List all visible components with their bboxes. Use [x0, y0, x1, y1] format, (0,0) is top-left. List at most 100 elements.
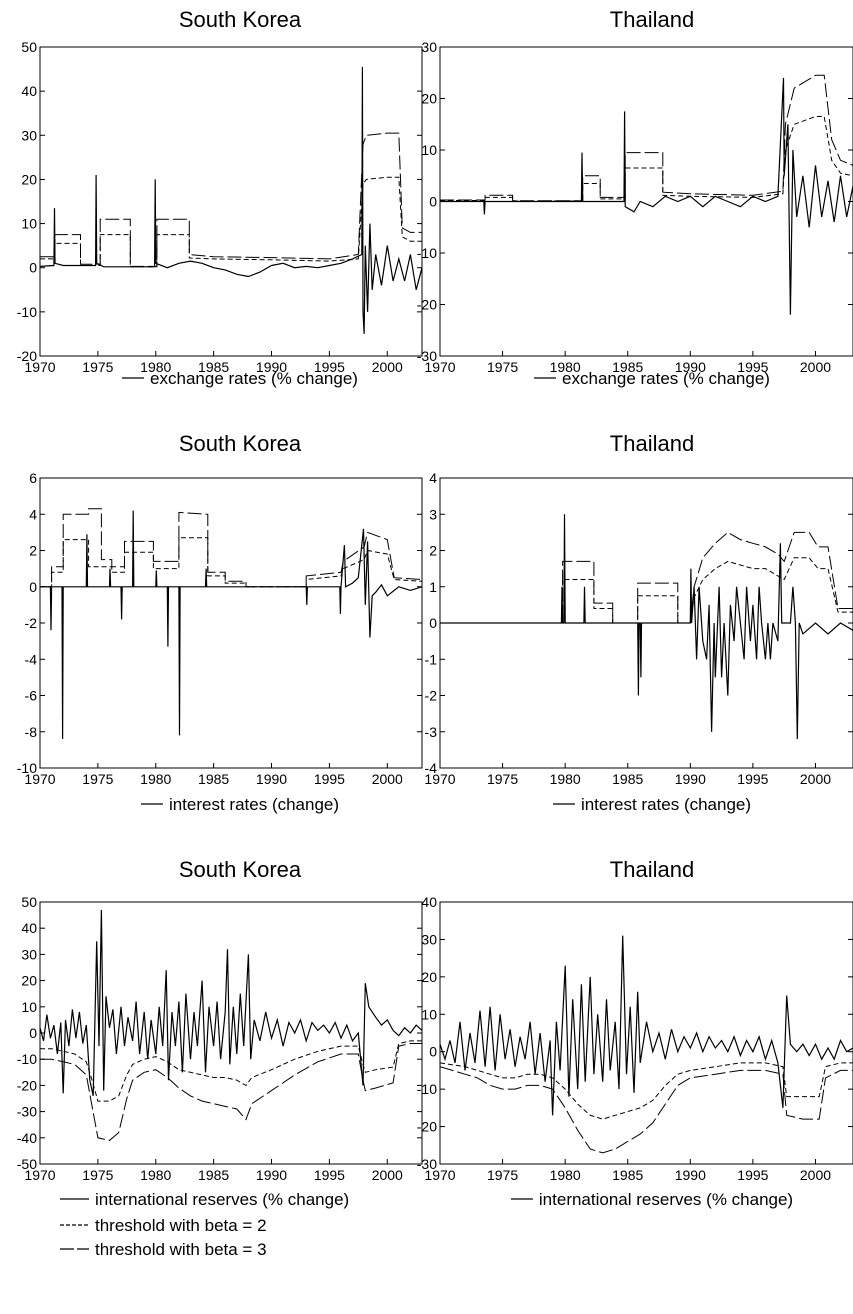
y-tick-label: -10: [17, 304, 37, 320]
x-tick-label: 1995: [737, 359, 768, 375]
series-line-solid: [40, 510, 422, 740]
y-tick-label: 4: [29, 506, 37, 522]
x-tick-label: 1995: [314, 771, 345, 787]
y-tick-label: -20: [17, 348, 37, 364]
y-tick-label: 0: [29, 579, 37, 595]
y-tick-label: -30: [17, 1104, 37, 1120]
y-tick-label: 2: [29, 543, 37, 559]
y-tick-label: 10: [21, 216, 37, 232]
y-tick-label: -6: [25, 688, 38, 704]
x-tick-label: 1995: [314, 1167, 345, 1183]
chart-panel-5: South Korea -50 -40 -30 -20 -10 0 10 20 30 40 50 197…: [17, 857, 423, 1183]
x-tick-label: 1970: [24, 1167, 55, 1183]
y-tick-label: 50: [21, 39, 37, 55]
y-tick-label: 10: [421, 1006, 437, 1022]
legend: interest rates (change): [552, 795, 751, 814]
x-tick-label: 1970: [24, 359, 55, 375]
series-line-dashed: [40, 1040, 422, 1102]
chart-title: South Korea: [179, 431, 302, 456]
y-tick-label: -2: [425, 688, 438, 704]
y-tick-label: 0: [429, 1044, 437, 1060]
y-tick-label: -10: [417, 1081, 437, 1097]
series-line-longdash: [440, 1066, 853, 1154]
y-tick-label: -10: [17, 1051, 37, 1067]
legend: international reserves (% change): [510, 1190, 793, 1209]
series-line-dashed: [40, 176, 422, 268]
plot-frame: [39, 46, 423, 357]
chart-title: Thailand: [610, 857, 694, 882]
y-tick-label: -2: [25, 615, 38, 631]
x-tick-label: 1995: [314, 359, 345, 375]
legend-label: international reserves (% change): [539, 1190, 793, 1209]
y-tick-label: 3: [429, 506, 437, 522]
legend-label: international reserves (% change): [95, 1190, 349, 1209]
x-tick-label: 1990: [256, 1167, 287, 1183]
x-tick-label: 1990: [256, 359, 287, 375]
legend-label: exchange rates (% change): [150, 369, 358, 388]
y-tick-label: 50: [21, 894, 37, 910]
x-tick-label: 1970: [24, 771, 55, 787]
y-tick-label: -20: [17, 1077, 37, 1093]
legend-label: exchange rates (% change): [562, 369, 770, 388]
plot-frame: [39, 477, 423, 769]
y-tick-label: 40: [21, 83, 37, 99]
y-tick-label: -20: [417, 1119, 437, 1135]
y-tick-label: 0: [429, 194, 437, 210]
y-tick-label: -8: [25, 724, 38, 740]
y-tick-label: 40: [21, 920, 37, 936]
series-line-longdash: [40, 1043, 422, 1141]
y-tick-label: 40: [421, 894, 437, 910]
chart-panel-2: Thailand -30 -20 -10 0 10 20 30 1970 1975 1980 1985…: [417, 7, 853, 388]
y-tick-label: 20: [421, 91, 437, 107]
legend-bottom: international reserves (% change) thresho…: [60, 1190, 349, 1259]
chart-panel-6: Thailand -30 -20 -10 0 10 20 30 40 1970 1975 1980 19…: [417, 857, 853, 1209]
x-tick-label: 1975: [487, 1167, 518, 1183]
y-tick-label: 10: [421, 142, 437, 158]
series-line-solid: [440, 77, 853, 315]
series-line-longdash: [440, 531, 853, 624]
x-tick-label: 2000: [800, 771, 831, 787]
series-line-dashed: [440, 116, 853, 202]
x-tick-label: 1970: [424, 1167, 455, 1183]
y-tick-label: 0: [429, 615, 437, 631]
series-line-dashed: [440, 1062, 853, 1120]
x-tick-label: 1995: [737, 771, 768, 787]
y-tick-label: 20: [421, 969, 437, 985]
x-tick-label: 1990: [675, 359, 706, 375]
x-tick-label: 1980: [550, 771, 581, 787]
chart-title: South Korea: [179, 857, 302, 882]
legend: interest rates (change): [140, 795, 339, 814]
legend-label: threshold with beta = 3: [95, 1240, 267, 1259]
x-tick-label: 1985: [198, 359, 229, 375]
y-tick-label: 20: [21, 171, 37, 187]
chart-title: South Korea: [179, 7, 302, 32]
x-tick-label: 1975: [487, 771, 518, 787]
chart-title: Thailand: [610, 431, 694, 456]
y-tick-label: 4: [429, 470, 437, 486]
y-tick-label: 6: [29, 470, 37, 486]
y-tick-label: 0: [29, 1025, 37, 1041]
legend: exchange rates (% change): [122, 369, 358, 388]
y-tick-label: -3: [425, 724, 438, 740]
y-tick-label: -10: [17, 760, 37, 776]
chart-panel-3: South Korea -10 -8 -6 -4 -2 0 2 4 6 1970 1975 1980 19…: [17, 431, 423, 814]
y-tick-label: 0: [29, 260, 37, 276]
x-tick-label: 2000: [800, 1167, 831, 1183]
x-tick-label: 1985: [612, 771, 643, 787]
x-tick-label: 1990: [675, 1167, 706, 1183]
x-tick-label: 1975: [487, 359, 518, 375]
legend-label: threshold with beta = 2: [95, 1216, 267, 1235]
y-tick-label: -4: [425, 760, 438, 776]
y-tick-label: -30: [417, 1156, 437, 1172]
x-tick-label: 1975: [82, 359, 113, 375]
y-tick-label: 30: [21, 127, 37, 143]
plot-frame: [439, 901, 853, 1165]
y-tick-label: -40: [17, 1130, 37, 1146]
y-tick-label: -1: [425, 651, 438, 667]
x-tick-label: 1970: [424, 359, 455, 375]
x-tick-label: 1985: [612, 359, 643, 375]
x-tick-label: 1980: [550, 359, 581, 375]
series-line-dashed: [440, 557, 853, 624]
series-line-solid: [440, 514, 853, 740]
